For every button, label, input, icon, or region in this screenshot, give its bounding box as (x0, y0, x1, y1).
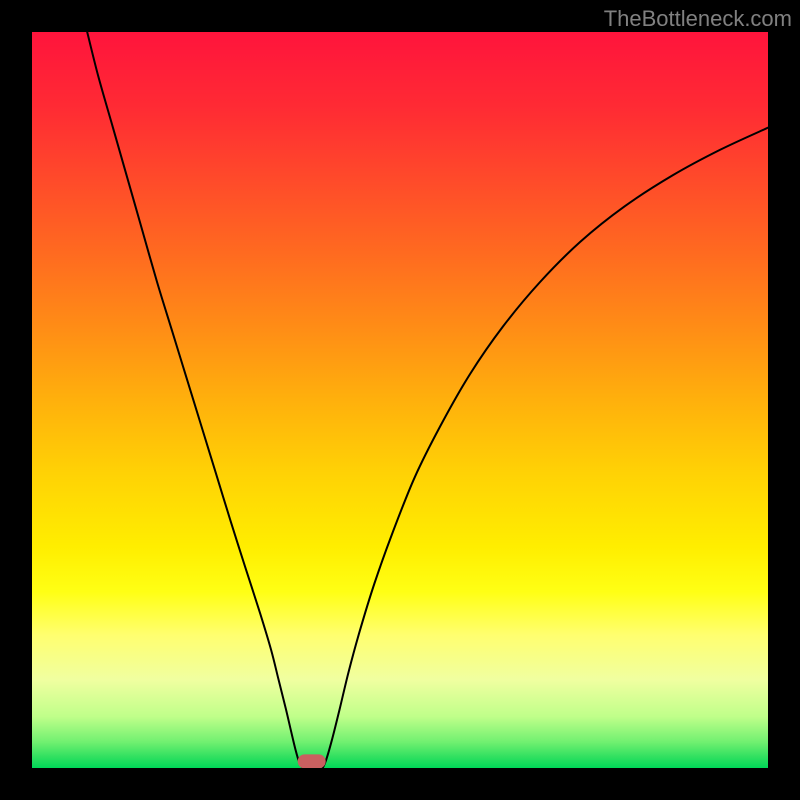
optimal-marker (298, 754, 326, 768)
chart-container: TheBottleneck.com (0, 0, 800, 800)
plot-area (32, 32, 768, 768)
watermark-text: TheBottleneck.com (604, 6, 792, 32)
bottleneck-chart (32, 32, 768, 768)
gradient-background (32, 32, 768, 768)
